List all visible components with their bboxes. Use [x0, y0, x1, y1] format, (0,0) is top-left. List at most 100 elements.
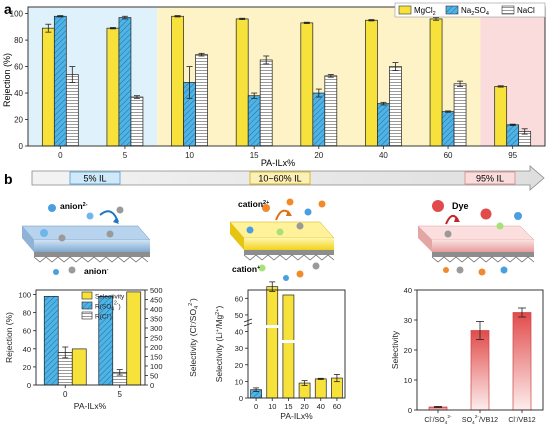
bar-NaCl-60	[453, 83, 467, 147]
bar-Selectivity-0	[71, 348, 87, 386]
bar-MgCl2-10	[171, 15, 184, 147]
b1-xtick-label-5: 5	[118, 390, 123, 399]
legend-swatch-mgcl2	[398, 5, 412, 15]
panel-b3-dye-selectivity: 0 10 20 30 40 Cl-/SO42- SO42-/VB12 Cl-/VB12 Sele…	[390, 286, 544, 426]
ytick-label-80: 80	[14, 36, 23, 45]
b3-xtick-label-2: Cl-/VB12	[508, 416, 535, 424]
b3-ytick-label-10: 10	[404, 376, 412, 385]
bar-Na2SO4-40	[377, 103, 390, 147]
b2-bar-10	[266, 286, 279, 399]
b1-ytick-right-label-450: 450	[150, 296, 163, 305]
b3-ytick-label-40: 40	[404, 286, 412, 295]
bar-NaCl-40	[389, 66, 402, 147]
b1-xlabel: PA-ILx%	[74, 401, 107, 411]
b1-legend-label-1: R(SO42-)	[95, 301, 121, 313]
b3-ytick-label-20: 20	[404, 346, 412, 355]
bar-Na2SO4-20	[312, 92, 326, 147]
panel-a-xlabel: PA-ILx%	[261, 158, 295, 168]
panel-a-rejection-chart: a 0 20 40 60 80 100 0 5 10 15 20 40 60 95 Rejection (…	[2, 1, 546, 168]
b2-xtick-label-60: 60	[333, 402, 341, 411]
b2-axis-break-2	[243, 322, 253, 327]
xtick-label-10: 10	[185, 151, 194, 160]
arrow-label-95: 95% IL	[476, 174, 504, 184]
b2-break-bar-10	[265, 325, 280, 328]
bar-MgCl2-20	[300, 22, 314, 147]
b1-ytick-label-60: 60	[23, 327, 31, 336]
bar-MgCl2-5	[106, 27, 120, 147]
b1-legend-label-0: Selectivity	[95, 294, 125, 301]
b2-ytick-label-20: 20	[235, 361, 243, 370]
panel-a-ylabel: Rejection (%)	[2, 53, 12, 107]
b1-legend-swatch-0	[81, 291, 93, 300]
panel-a-axes: 0 20 40 60 80 100 0 5 10 15 20 40 60 95	[10, 6, 546, 160]
b2-ytick-label-50: 50	[235, 311, 243, 320]
bar-Na2SO4-60	[441, 111, 455, 147]
bar-NaCl-15	[259, 59, 273, 147]
b3-bar-2	[512, 312, 532, 411]
panel-b1-rejection-selectivity: 0204060801000501001502002503003504004505…	[4, 286, 200, 411]
panel-b-header: b 5% IL 10~60% IL 95% IL	[4, 165, 545, 191]
cation2-label: cation2+	[238, 199, 269, 209]
b1-legend-swatch-1	[81, 301, 93, 310]
b2-ytick-label-10: 10	[235, 377, 243, 386]
b1-ytick-right-label-350: 350	[150, 315, 163, 324]
b3-ytick-label-30: 30	[404, 316, 412, 325]
bar-MgCl2-95	[494, 86, 508, 147]
b2-bar-15	[282, 294, 295, 399]
b1-ytick-label-20: 20	[23, 363, 31, 372]
membrane-schematic-10-60: cation2+ cation+	[229, 198, 335, 281]
panel-a-bars	[41, 15, 532, 147]
bar-MgCl2-0	[41, 27, 55, 147]
xtick-label-5: 5	[123, 151, 128, 160]
b1-xtick-label-0: 0	[63, 390, 68, 399]
b3-xtick-label-0: Cl-/SO42-	[424, 414, 452, 426]
b1-ylabel-right: Selectivity (Cl-/SO42-)	[188, 298, 200, 377]
ytick-label-60: 60	[14, 63, 23, 72]
b2-xlabel: PA-ILx%	[280, 411, 313, 421]
shaded-zones	[28, 7, 545, 146]
ytick-label-40: 40	[14, 89, 23, 98]
b2-ytick-label-40: 40	[235, 328, 243, 337]
b1-ytick-right-label-200: 200	[150, 343, 163, 352]
bar-NaCl-20	[324, 75, 338, 147]
legend-na2so4: Na2SO4	[461, 6, 489, 17]
xtick-label-15: 15	[250, 151, 259, 160]
b1-ytick-right-label-150: 150	[150, 353, 163, 362]
b2-ylabel: Selectivity (Li+/Mg2+)	[214, 306, 224, 383]
b3-ytick-label-0: 0	[408, 406, 412, 415]
b1-ytick-label-0: 0	[27, 381, 31, 390]
b3-xtick-label-1: SO42-/VB12	[462, 414, 498, 426]
xtick-label-40: 40	[379, 151, 388, 160]
bar-MgCl2-15	[235, 18, 249, 147]
b1-ytick-right-label-0: 0	[150, 381, 154, 390]
b2-xtick-label-40: 40	[317, 402, 325, 411]
b1-ytick-label-100: 100	[18, 291, 31, 300]
bar-Na2SO4-95	[506, 124, 520, 147]
bar-MgCl2-60	[429, 18, 443, 147]
b2-ytick-label-0: 0	[239, 394, 243, 403]
xtick-label-60: 60	[444, 151, 453, 160]
anion2-label: anion2-	[60, 201, 88, 211]
b1-ytick-label-80: 80	[23, 309, 31, 318]
xtick-label-20: 20	[314, 151, 323, 160]
legend-mgcl2: MgCl2	[414, 6, 436, 17]
b2-xtick-label-0: 0	[254, 402, 258, 411]
ytick-label-0: 0	[19, 142, 24, 151]
membrane-schematic-5: anion2- anion-	[21, 201, 151, 276]
anion1-label: anion-	[84, 266, 109, 276]
panel-b-label: b	[4, 171, 13, 187]
panel-b2-li-mg-selectivity: 0 10 20 30 40 50 60 0 10 15 20 40 60 PA-ILx% Selectivi…	[214, 281, 346, 421]
b2-axis-break-1	[243, 318, 253, 323]
b1-ytick-right-label-100: 100	[150, 362, 163, 371]
b3-bar-1	[470, 330, 490, 411]
arrow-label-10-60: 10~60% IL	[258, 174, 301, 184]
cation1-label: cation+	[232, 264, 260, 274]
b1-ytick-right-label-500: 500	[150, 286, 163, 295]
b1-ytick-right-label-250: 250	[150, 334, 163, 343]
membrane-schematic-95: Dye	[417, 200, 535, 276]
b2-xtick-label-20: 20	[300, 402, 308, 411]
dye-label: Dye	[452, 201, 469, 211]
legend-nacl: NaCl	[517, 6, 535, 15]
bar-Selectivity-5	[126, 291, 142, 386]
